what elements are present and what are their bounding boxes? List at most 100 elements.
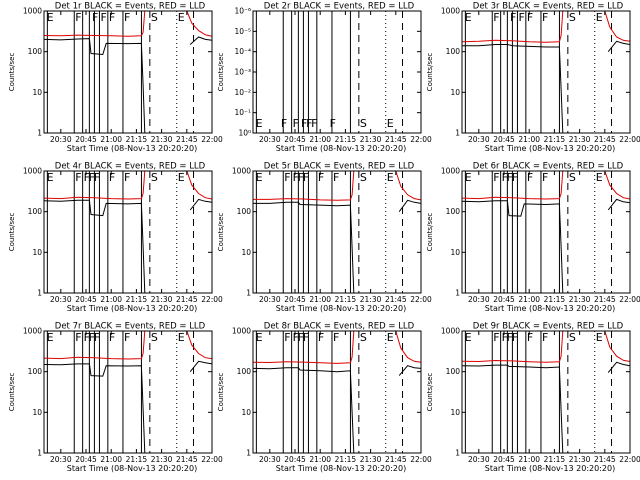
series-line-lld: [395, 330, 422, 363]
marker-F: F: [84, 171, 90, 184]
panel-det5r: Det 5r BLACK = Events, RED = LLD 20:30 20:…: [217, 162, 432, 314]
marker-F: F: [518, 11, 524, 24]
marker-F: F: [507, 331, 513, 344]
y-tick-label: 10: [450, 408, 460, 417]
plot-frame: [461, 170, 631, 294]
x-tick-label: 21:15: [335, 135, 357, 144]
marker-F: F: [493, 11, 499, 24]
marker-F: F: [502, 171, 508, 184]
y-tick-label: 1: [246, 449, 251, 458]
y-tick-label: 1000: [441, 7, 460, 16]
marker-E: E: [596, 331, 603, 344]
marker-F: F: [284, 171, 290, 184]
y-tick-label: 10⁻⁶: [234, 7, 251, 16]
marker-E: E: [47, 331, 54, 344]
marker-F: F: [124, 11, 130, 24]
y-tick-label: 100: [237, 367, 252, 376]
x-tick-label: 21:15: [335, 455, 357, 464]
panel-title: Det 3r BLACK = Events, RED = LLD: [473, 2, 624, 12]
marker-E: E: [465, 11, 472, 24]
y-tick-label: 1: [37, 129, 42, 138]
panel-det3r: Det 3r BLACK = Events, RED = LLD 20:30 20:…: [426, 2, 640, 154]
plot-frame: [43, 330, 213, 454]
panel-det6r: Det 6r BLACK = Events, RED = LLD 20:30 20:…: [426, 162, 640, 314]
panel-title: Det 8r BLACK = Events, RED = LLD: [264, 322, 415, 332]
x-tick-label: 20:30: [50, 135, 72, 144]
marker-F: F: [542, 331, 548, 344]
marker-F: F: [527, 331, 533, 344]
series-line-events: [461, 200, 564, 294]
marker-E: E: [256, 117, 263, 130]
x-tick-label: 22:00: [201, 455, 223, 464]
marker-F: F: [293, 171, 299, 184]
x-tick-label: 20:45: [493, 455, 515, 464]
y-tick-label: 1000: [441, 167, 460, 176]
marker-F: F: [84, 331, 90, 344]
y-tick-label: 10: [32, 88, 42, 97]
marker-S: S: [569, 11, 576, 24]
marker-F: F: [333, 171, 339, 184]
series-line-events: [607, 40, 631, 53]
x-tick-label: 21:15: [126, 295, 148, 304]
y-tick-label: 100: [446, 47, 461, 56]
marker-F: F: [306, 117, 312, 130]
x-axis-label: Start Time (08-Nov-13 20:20:20): [485, 464, 615, 473]
y-tick-label: 100: [237, 207, 252, 216]
x-tick-label: 20:45: [284, 455, 306, 464]
marker-F: F: [298, 331, 304, 344]
y-axis-label: Counts/sec: [8, 373, 16, 412]
plot-frame: [461, 330, 631, 454]
plot-frame: [252, 10, 422, 134]
y-tick-label: 100: [446, 367, 461, 376]
x-tick-label: 21:45: [594, 295, 616, 304]
plot-frame: [252, 170, 422, 294]
y-axis-label: Counts/sec: [217, 213, 225, 252]
x-axis-label: Start Time (08-Nov-13 20:20:20): [67, 304, 197, 313]
x-tick-label: 21:15: [126, 135, 148, 144]
y-tick-label: 100: [28, 367, 43, 376]
series-line-lld: [604, 170, 631, 200]
series-line-events: [607, 198, 631, 211]
x-tick-label: 21:45: [176, 295, 198, 304]
marker-S: S: [360, 171, 367, 184]
x-tick-label: 22:00: [201, 135, 223, 144]
y-axis-label: Counts/sec: [426, 213, 434, 252]
x-tick-label: 20:30: [50, 455, 72, 464]
marker-F: F: [100, 11, 106, 24]
y-tick-label: 1: [455, 449, 460, 458]
marker-F: F: [318, 331, 324, 344]
y-tick-label: 1: [37, 289, 42, 298]
x-axis-label: Start Time (08-Nov-13 20:20:20): [276, 464, 406, 473]
y-tick-label: 10⁻³: [234, 68, 251, 77]
series-line-events: [398, 365, 422, 376]
x-tick-label: 21:30: [360, 295, 382, 304]
series-line-events: [252, 367, 355, 454]
x-tick-label: 22:00: [410, 135, 432, 144]
series-line-lld: [252, 330, 355, 364]
plot-frame: [43, 170, 213, 294]
x-axis-label: Start Time (08-Nov-13 20:20:20): [67, 464, 197, 473]
x-tick-label: 20:45: [75, 295, 97, 304]
series-line-events: [189, 360, 213, 373]
x-tick-label: 20:45: [75, 455, 97, 464]
y-tick-label: 1: [455, 289, 460, 298]
series-line-events: [462, 44, 564, 134]
y-axis-label: Counts/sec: [426, 53, 434, 92]
x-tick-label: 20:30: [259, 295, 281, 304]
marker-F: F: [512, 171, 518, 184]
y-tick-label: 10: [32, 408, 42, 417]
x-tick-label: 22:00: [619, 455, 640, 464]
x-tick-label: 21:30: [360, 455, 382, 464]
y-tick-label: 10⁻⁵: [234, 27, 251, 36]
x-tick-label: 21:30: [360, 135, 382, 144]
x-tick-label: 21:15: [544, 455, 566, 464]
series-line-lld: [186, 10, 213, 37]
panel-title: Det 6r BLACK = Events, RED = LLD: [473, 162, 624, 172]
marker-E: E: [465, 171, 472, 184]
marker-F: F: [94, 331, 100, 344]
marker-F: F: [293, 117, 299, 130]
y-tick-label: 100: [28, 47, 43, 56]
x-tick-label: 21:45: [385, 135, 407, 144]
y-tick-label: 10⁰: [238, 129, 251, 138]
x-tick-label: 22:00: [410, 455, 432, 464]
